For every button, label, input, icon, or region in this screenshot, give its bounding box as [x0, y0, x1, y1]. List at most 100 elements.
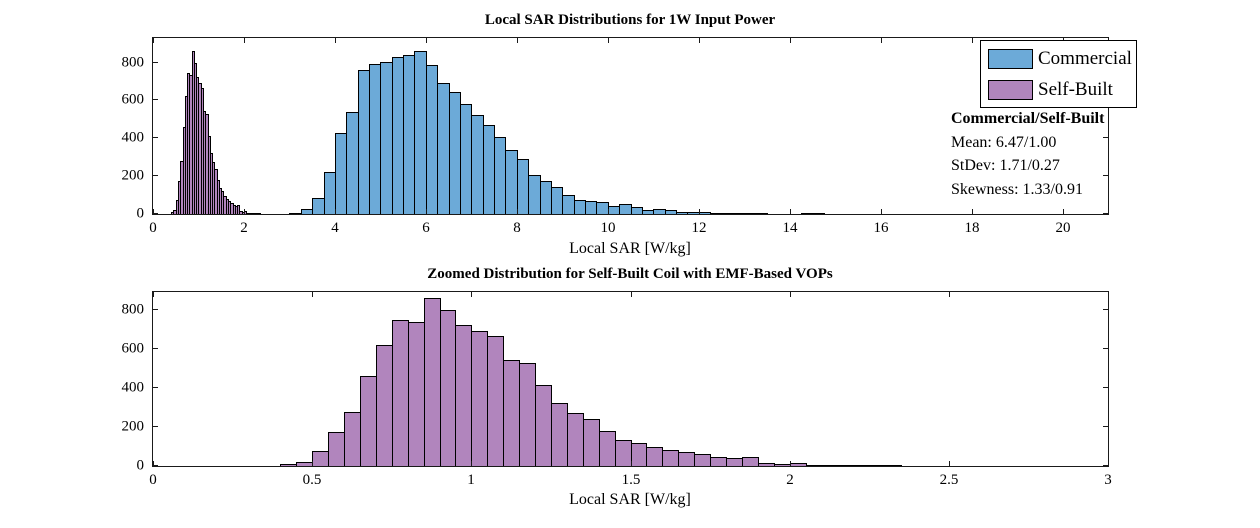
histogram-bar-self-built	[328, 432, 345, 466]
bottom-plot-area	[152, 291, 1109, 467]
x-tick-mark	[790, 292, 791, 297]
legend-label-commercial: Commercial	[1038, 47, 1132, 69]
x-tick-mark	[312, 292, 313, 297]
histogram-bar-self-built	[440, 310, 456, 466]
x-tick-label: 20	[1055, 220, 1071, 236]
histogram-bar-self-built	[424, 298, 441, 466]
x-tick-label: 3	[1104, 472, 1112, 488]
commercial-swatch	[988, 48, 1033, 69]
x-tick-mark	[517, 38, 518, 43]
x-tick-label: 0	[149, 220, 157, 236]
y-tick-mark	[1103, 426, 1108, 427]
histogram-bar-self-built	[535, 385, 552, 466]
histogram-bar-self-built	[742, 457, 759, 466]
y-tick-mark	[1103, 309, 1108, 310]
x-tick-mark	[312, 461, 313, 466]
histogram-bar-self-built	[694, 454, 711, 466]
histogram-bar-self-built	[758, 463, 775, 466]
histogram-bar-self-built	[519, 363, 536, 466]
histogram-bar-self-built	[869, 465, 886, 466]
y-tick-mark	[153, 309, 158, 310]
y-tick-mark	[153, 387, 158, 388]
histogram-bar-self-built	[615, 440, 632, 466]
histogram-bar-self-built	[376, 345, 393, 466]
y-tick-mark	[1103, 175, 1108, 176]
y-tick-mark	[1103, 348, 1108, 349]
histogram-bar-self-built	[455, 325, 472, 466]
stats-skewness: Skewness: 1.33/0.91	[951, 180, 1083, 198]
histogram-bar-self-built	[726, 458, 743, 466]
histogram-bar-self-built	[487, 336, 504, 466]
y-tick-mark	[153, 99, 158, 100]
y-tick-label: 600	[121, 340, 145, 357]
x-tick-mark	[153, 292, 154, 297]
legend-label-self-built: Self-Built	[1038, 78, 1113, 100]
y-tick-mark	[153, 175, 158, 176]
y-tick-mark	[1103, 387, 1108, 388]
y-tick-label: 200	[121, 418, 145, 435]
histogram-bar-self-built	[774, 464, 791, 466]
x-tick-mark	[631, 292, 632, 297]
y-tick-mark	[153, 465, 158, 466]
histogram-bar-self-built	[710, 457, 727, 466]
y-tick-label: 0	[136, 457, 145, 474]
bottom-x-axis-label: Local SAR [W/kg]	[569, 491, 691, 508]
histogram-bar-self-built	[296, 462, 313, 466]
top-chart-title: Local SAR Distributions for 1W Input Pow…	[484, 12, 776, 28]
x-tick-label: 1.5	[621, 472, 641, 488]
x-tick-label: 4	[331, 220, 339, 236]
x-tick-label: 2.5	[939, 472, 959, 488]
x-tick-mark	[335, 209, 336, 214]
y-tick-label: 200	[121, 167, 145, 184]
y-tick-mark	[153, 137, 158, 138]
y-tick-label: 800	[121, 54, 145, 71]
histogram-bar-self-built	[646, 447, 663, 466]
legend-item-self-built: Self-Built	[981, 74, 1136, 105]
histogram-bar-self-built	[503, 360, 520, 466]
histogram-bar-self-built	[885, 465, 902, 466]
x-tick-mark	[471, 292, 472, 297]
self-built-swatch	[988, 79, 1033, 100]
histogram-bar-self-built	[471, 331, 488, 466]
histogram-bar-self-built	[837, 465, 854, 466]
x-tick-mark	[881, 209, 882, 214]
stats-mean: Mean: 6.47/1.00	[951, 133, 1057, 151]
x-tick-label: 18	[964, 220, 980, 236]
x-tick-label: 16	[873, 220, 889, 236]
histogram-bar-self-built	[258, 213, 261, 214]
histogram-bar-self-built	[280, 464, 297, 466]
x-tick-mark	[471, 461, 472, 466]
x-tick-label: 14	[782, 220, 798, 236]
x-tick-label: 10	[600, 220, 616, 236]
x-tick-mark	[1108, 461, 1109, 466]
x-tick-mark	[972, 209, 973, 214]
x-tick-mark	[426, 38, 427, 43]
histogram-bar-self-built	[853, 465, 870, 466]
y-tick-mark	[153, 213, 158, 214]
histogram-bar-self-built	[678, 452, 695, 466]
histogram-bar-self-built	[790, 463, 807, 466]
x-tick-label: 1	[467, 472, 475, 488]
y-tick-label: 800	[121, 301, 145, 318]
histogram-bar-self-built	[551, 403, 568, 466]
x-tick-mark	[517, 209, 518, 214]
histogram-bar-self-built	[360, 376, 377, 466]
histogram-bar-self-built	[631, 443, 647, 466]
x-tick-mark	[790, 38, 791, 43]
x-tick-mark	[608, 38, 609, 43]
histogram-bar-self-built	[806, 465, 823, 466]
y-tick-label: 400	[121, 129, 145, 146]
x-tick-label: 0.5	[302, 472, 322, 488]
y-tick-mark	[1103, 213, 1108, 214]
x-tick-mark	[244, 209, 245, 214]
x-tick-mark	[699, 209, 700, 214]
histogram-bar-self-built	[344, 412, 361, 466]
histogram-bar-self-built	[237, 205, 240, 214]
x-tick-label: 6	[422, 220, 430, 236]
histogram-bar-commercial	[756, 213, 768, 214]
x-tick-mark	[1108, 292, 1109, 297]
stats-stdev: StDev: 1.71/0.27	[951, 157, 1060, 174]
y-tick-label: 400	[121, 379, 145, 396]
x-tick-mark	[790, 209, 791, 214]
